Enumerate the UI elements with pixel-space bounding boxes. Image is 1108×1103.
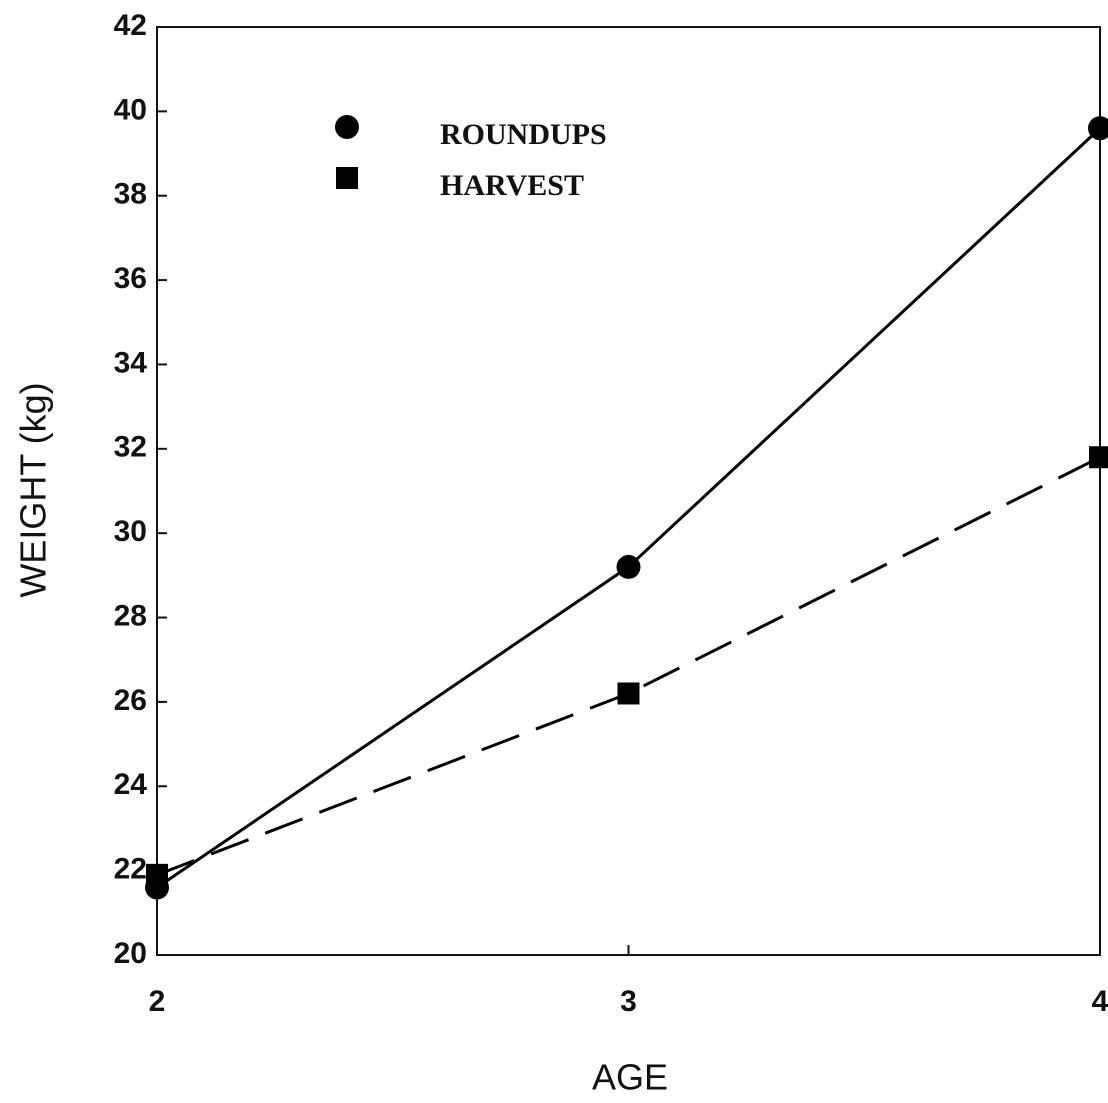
legend-label: HARVEST [440, 169, 584, 202]
y-tick-label: 42 [114, 9, 147, 42]
x-axis-title: AGE [592, 1057, 668, 1098]
y-tick-label: 20 [114, 937, 147, 970]
plot-frame [156, 26, 1101, 956]
y-tick-label: 34 [114, 346, 148, 379]
data-point [146, 863, 168, 886]
data-point [1089, 446, 1108, 469]
y-tick-label: 28 [114, 599, 147, 632]
data-point [616, 554, 641, 579]
x-tick-label: 3 [620, 985, 637, 1018]
legend-marker [336, 167, 358, 189]
y-tick-label: 32 [114, 431, 147, 464]
y-axis-title: WEIGHT (kg) [13, 382, 54, 597]
series-line [156, 127, 1102, 889]
y-tick-label: 38 [114, 178, 147, 211]
y-tick-label: 24 [114, 768, 148, 801]
y-tick-label: 22 [114, 853, 147, 886]
y-tick-label: 36 [114, 262, 147, 295]
y-tick-label: 40 [114, 93, 147, 126]
legend-label: ROUNDUPS [440, 118, 607, 151]
x-tick-label: 2 [149, 985, 166, 1018]
y-tick-label: 30 [114, 515, 147, 548]
x-tick-label: 4 [1092, 985, 1108, 1018]
y-tick-label: 26 [114, 684, 147, 717]
series-line [156, 455, 1101, 877]
legend-marker [335, 115, 359, 139]
data-point [1088, 116, 1108, 141]
data-point [617, 682, 640, 705]
